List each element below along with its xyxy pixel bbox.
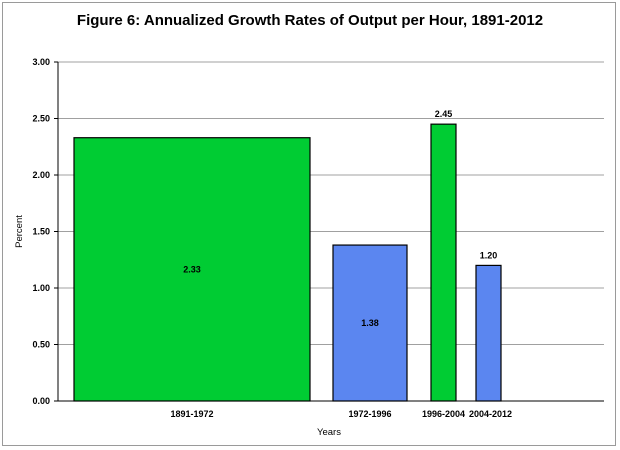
y-tick-label: 1.00 xyxy=(32,283,50,293)
x-axis-ticks: 1891-1972 1972-1996 1996-2004 2004-2012 xyxy=(170,409,512,419)
data-label-2004-2012: 1.20 xyxy=(480,250,498,260)
bar-1996-2004 xyxy=(430,123,457,402)
bar-2004-2012 xyxy=(475,264,502,402)
y-tick-label: 0.50 xyxy=(32,340,50,350)
x-tick-label: 1996-2004 xyxy=(422,409,465,419)
x-tick-label: 1891-1972 xyxy=(170,409,213,419)
chart-title: Figure 6: Annualized Growth Rates of Out… xyxy=(76,12,544,29)
bar-1891-1972 xyxy=(73,137,311,402)
y-tick-label: 3.00 xyxy=(32,57,50,67)
bar-1972-1996 xyxy=(332,244,408,402)
x-tick-label: 2004-2012 xyxy=(469,409,512,419)
y-axis-ticks: 0.00 0.50 1.00 1.50 2.00 2.50 3.00 xyxy=(32,57,58,406)
y-tick-label: 1.50 xyxy=(32,227,50,237)
bars: 2.33 1.38 2.45 1.20 xyxy=(73,109,502,402)
y-axis-title: Percent xyxy=(14,215,25,248)
data-label-1891-1972: 2.33 xyxy=(183,264,201,274)
x-axis-title: Years xyxy=(317,427,341,438)
data-label-1972-1996: 1.38 xyxy=(361,318,379,328)
y-tick-label: 2.50 xyxy=(32,114,50,124)
y-tick-label: 2.00 xyxy=(32,170,50,180)
y-tick-label: 0.00 xyxy=(32,396,50,406)
data-label-1996-2004: 2.45 xyxy=(435,109,453,119)
x-tick-label: 1972-1996 xyxy=(348,409,391,419)
